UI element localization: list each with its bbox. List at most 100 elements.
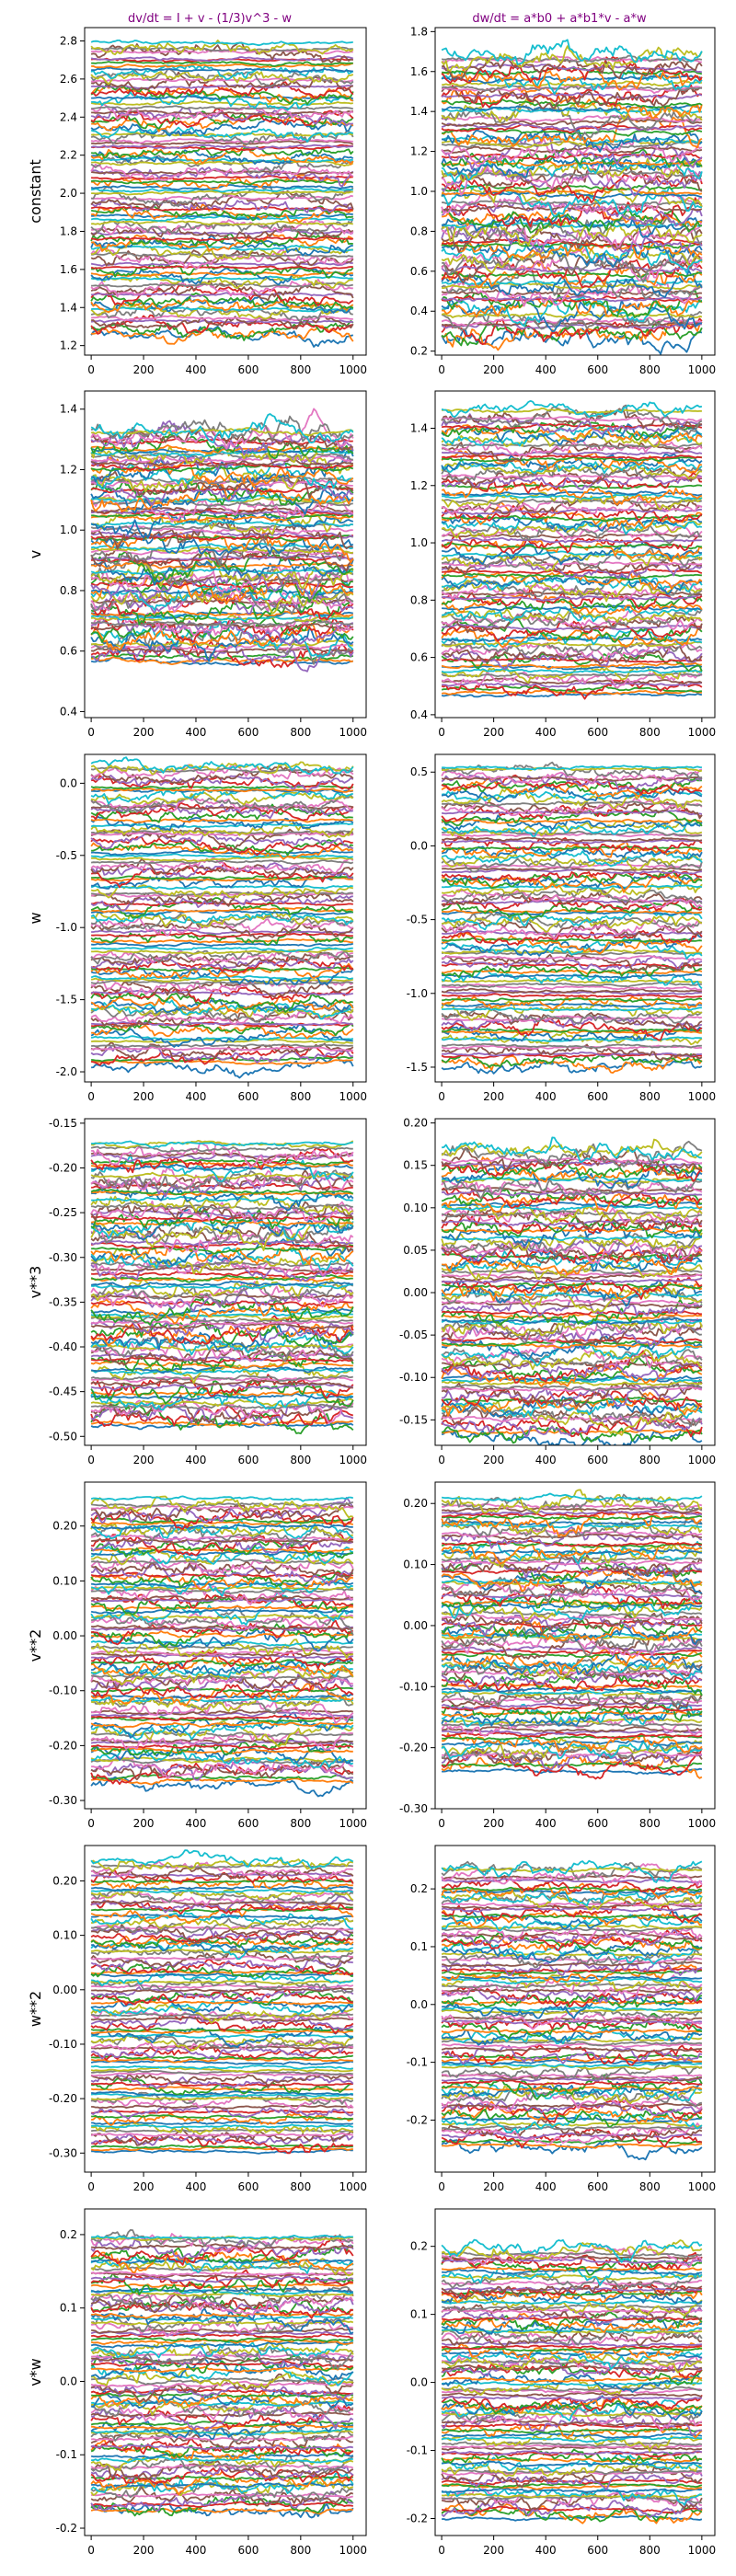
series-line — [441, 661, 702, 670]
series-line — [90, 156, 353, 163]
series-line — [441, 1342, 702, 1349]
series-line — [441, 1614, 703, 1640]
series-line — [441, 173, 703, 203]
series-line — [441, 1963, 702, 1984]
series-line — [90, 2045, 353, 2061]
series-line — [90, 566, 353, 602]
series-line — [90, 562, 354, 593]
series-line — [90, 2444, 354, 2451]
series-line — [441, 1863, 703, 1887]
y-tick-label: 1.4 — [410, 105, 428, 118]
series-line — [90, 1523, 354, 1547]
series-line — [441, 1554, 703, 1577]
series-line — [441, 516, 703, 539]
series-line — [90, 77, 354, 83]
series-line — [90, 168, 353, 176]
y-tick-label: -0.5 — [56, 849, 77, 862]
y-tick-label: 0.5 — [410, 765, 428, 778]
series-line — [90, 1519, 354, 1540]
series-line — [91, 2064, 354, 2070]
series-line — [441, 508, 702, 515]
series-line — [442, 681, 703, 688]
series-line — [91, 190, 353, 196]
series-line — [90, 318, 353, 325]
series-line — [90, 2369, 353, 2391]
series-line — [442, 1548, 702, 1556]
series-line — [441, 889, 703, 909]
series-line — [90, 766, 353, 774]
series-line — [91, 875, 354, 880]
series-line — [441, 2469, 702, 2475]
series-line — [90, 591, 354, 621]
series-line — [441, 2081, 703, 2098]
series-line — [441, 644, 703, 665]
series-line — [441, 104, 703, 112]
series-line — [441, 114, 702, 123]
series-line — [441, 220, 703, 247]
y-tick-label: -0.2 — [407, 2113, 428, 2126]
x-tick-label: 200 — [483, 2180, 504, 2193]
series-line — [442, 2364, 703, 2373]
series-line — [90, 1361, 353, 1370]
series-line — [90, 2340, 354, 2359]
series-line — [91, 63, 354, 69]
series-line — [441, 576, 703, 603]
series-line — [91, 144, 353, 152]
series-line — [91, 315, 353, 321]
series-line — [90, 913, 354, 932]
y-tick-label: -0.45 — [49, 1386, 77, 1398]
series-line — [441, 2340, 703, 2348]
series-line — [90, 2288, 354, 2314]
series-line — [441, 2496, 703, 2518]
series-line — [90, 476, 353, 485]
series-line — [91, 1595, 353, 1601]
series-line — [91, 159, 353, 167]
series-line — [90, 275, 353, 282]
series-line — [441, 294, 703, 303]
y-tick-label: -0.25 — [49, 1206, 77, 1219]
series-line — [90, 1171, 353, 1179]
series-line — [441, 1859, 703, 1883]
series-line — [442, 1051, 703, 1058]
x-tick-label: 1000 — [339, 2180, 367, 2193]
series-line — [91, 891, 353, 897]
series-group — [441, 1859, 703, 2161]
series-line — [90, 2066, 353, 2073]
series-line — [442, 1931, 703, 1940]
series-line — [441, 2418, 702, 2427]
y-tick-label: 1.4 — [410, 421, 428, 434]
series-line — [441, 2059, 703, 2081]
series-line — [441, 2238, 703, 2263]
panel-v**2-col1: -0.30 -0.20 -0.10 0.00 0.10 0.20 0 200 400 600 800… — [27, 1481, 367, 1830]
series-line — [90, 1604, 354, 1636]
series-line — [441, 2294, 703, 2317]
series-line — [441, 2348, 703, 2370]
series-line — [91, 855, 354, 863]
series-line — [441, 936, 703, 960]
series-line — [441, 2008, 702, 2015]
series-line — [441, 1511, 703, 1537]
series-line — [90, 317, 354, 341]
series-line — [90, 1324, 354, 1351]
series-line — [91, 219, 354, 236]
series-line — [442, 664, 703, 671]
series-line — [441, 1247, 703, 1276]
series-line — [90, 1389, 354, 1411]
x-tick-label: 0 — [87, 1454, 95, 1466]
series-line — [441, 2122, 703, 2146]
series-line — [442, 2143, 702, 2149]
series-line — [441, 1425, 703, 1444]
series-line — [441, 2274, 702, 2281]
series-line — [441, 1523, 702, 1529]
series-line — [90, 1760, 354, 1781]
x-tick-label: 800 — [290, 1090, 311, 1103]
series-line — [441, 317, 703, 346]
y-tick-label: 0.4 — [60, 705, 77, 718]
series-line — [90, 1209, 354, 1218]
y-tick-label: -1.0 — [56, 921, 77, 934]
series-line — [90, 895, 353, 912]
series-line — [441, 474, 703, 490]
series-line — [442, 2122, 703, 2128]
y-axis-label: w — [27, 912, 44, 924]
series-line — [441, 424, 703, 444]
